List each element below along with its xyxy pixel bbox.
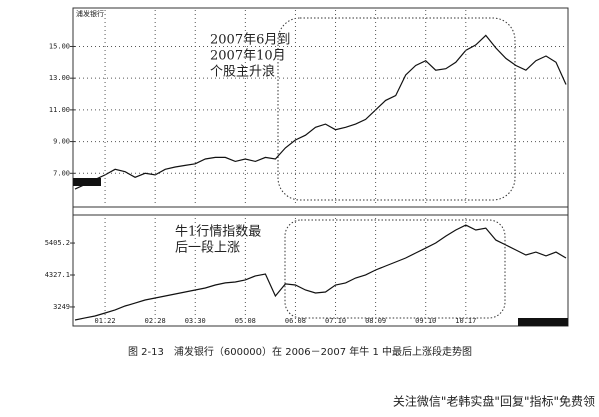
- x-tick-label: 02.28: [145, 317, 166, 325]
- y-tick-label: 11.00: [49, 106, 70, 114]
- x-tick-label: 09.10: [415, 317, 436, 325]
- annotation: 后一段上涨: [175, 241, 240, 256]
- price-line: [74, 224, 567, 321]
- y-tick-label: 13.00: [49, 74, 70, 82]
- x-tick-label: 05.08: [235, 317, 256, 325]
- y-tick-label: 15.00: [49, 42, 70, 50]
- highlight-box: [284, 219, 506, 319]
- annotation: 2007年10月: [210, 49, 286, 64]
- price-marker: [73, 178, 101, 186]
- y-tick-label: 4327.1: [45, 271, 70, 279]
- x-tick-label: 07.10: [325, 317, 346, 325]
- price-line: [74, 34, 567, 190]
- watermark: 关注微信"老韩实盘"回复"指标"免费领: [393, 394, 595, 409]
- caption: 图 2-13 浦发银行（600000）在 2006－2007 年牛 1 中最后上…: [128, 345, 472, 358]
- annotation: 牛1行情指数最: [175, 225, 261, 240]
- chart-title: 浦发银行: [76, 9, 104, 18]
- y-tick-label: 9.00: [53, 138, 70, 146]
- x-tick-label: 03.30: [185, 317, 206, 325]
- annotation: 2007年6月到: [210, 33, 290, 48]
- scroll-bar: [518, 318, 568, 326]
- x-tick-label: 06.08: [285, 317, 306, 325]
- y-tick-label: 7.00: [53, 169, 70, 177]
- x-tick-label: 10.17: [455, 317, 476, 325]
- x-tick-label: 08.09: [365, 317, 386, 325]
- chart-frame: [72, 7, 569, 327]
- y-tick-label: 5405.2: [45, 239, 70, 247]
- x-tick-label: 01.22: [95, 317, 116, 325]
- annotation: 个股主升浪: [210, 65, 275, 80]
- y-tick-label: 3249: [53, 303, 70, 311]
